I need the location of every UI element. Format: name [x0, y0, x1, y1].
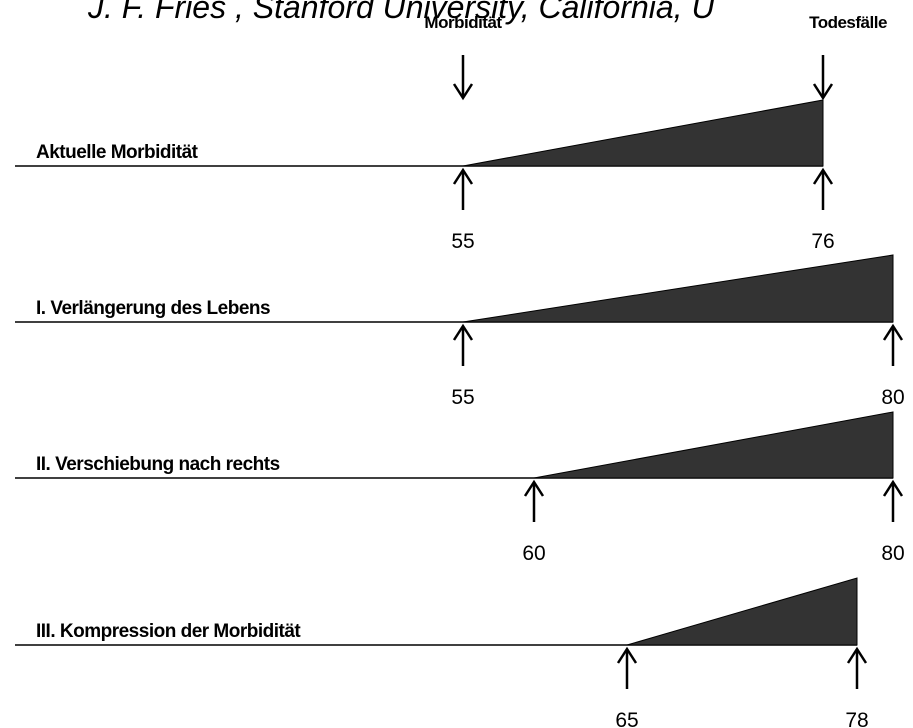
morbidity-wedge: [533, 411, 894, 479]
up-arrow-head: [616, 646, 638, 664]
header-label: Todesfälle: [809, 13, 887, 32]
morbidity-wedge: [626, 577, 858, 646]
down-arrow: [452, 55, 834, 101]
title: J. F. Fries , Stanford University, Calif…: [87, 0, 715, 25]
age-label: 55: [451, 230, 474, 253]
row-label: I. Verlängerung des Lebens: [36, 298, 270, 319]
morbidity-wedge: [462, 99, 824, 167]
morbidity-wedge: [462, 254, 894, 323]
age-label: 55: [451, 386, 474, 409]
up-arrow-head: [523, 479, 545, 497]
row-label: Aktuelle Morbidität: [36, 142, 199, 163]
header-label: Morbidität: [424, 13, 502, 32]
row-label: II. Verschiebung nach rechts: [36, 454, 280, 475]
age-label: 80: [881, 386, 904, 409]
age-label: 60: [522, 542, 545, 565]
up-arrow-head: [882, 323, 904, 341]
row-label: III. Kompression der Morbidität: [36, 621, 301, 642]
age-label: 65: [615, 709, 638, 728]
up-arrow-head: [452, 323, 474, 341]
age-label: 76: [811, 230, 834, 253]
age-label: 78: [845, 709, 868, 728]
up-arrow-head: [846, 646, 868, 664]
age-label: 80: [881, 542, 904, 565]
up-arrow-head: [812, 167, 834, 185]
up-arrow-head: [452, 167, 474, 185]
up-arrow-head: [882, 479, 904, 497]
